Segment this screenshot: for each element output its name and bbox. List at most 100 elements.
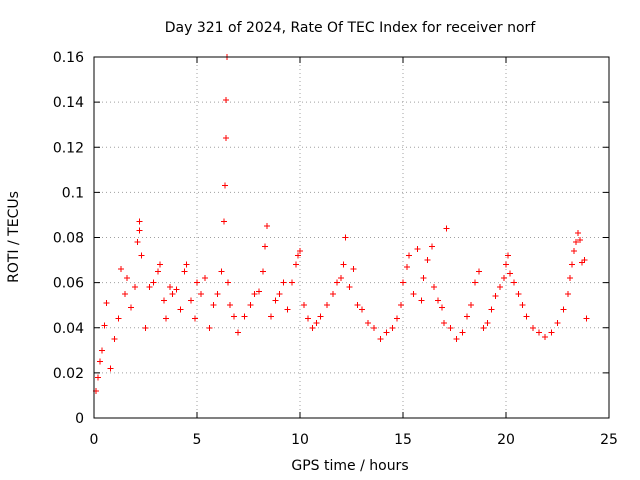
data-point	[169, 290, 176, 297]
data-point	[583, 315, 590, 322]
data-point	[453, 336, 460, 343]
data-point	[492, 293, 499, 300]
data-point	[354, 302, 361, 309]
y-tick-label: 0.02	[53, 366, 84, 382]
data-point	[134, 239, 141, 246]
data-point	[101, 322, 108, 329]
data-point	[463, 313, 470, 320]
data-point	[414, 245, 421, 252]
data-point	[400, 279, 406, 286]
data-point	[142, 324, 149, 331]
data-point	[323, 302, 330, 309]
data-point	[138, 252, 145, 259]
data-point	[163, 315, 170, 322]
data-point	[255, 288, 262, 295]
data-point	[206, 324, 213, 331]
data-point	[161, 297, 168, 304]
data-point	[97, 358, 104, 365]
data-point	[259, 268, 266, 275]
data-point	[210, 302, 217, 309]
data-point	[334, 279, 341, 286]
y-axis-label: ROTI / TECUs	[6, 191, 22, 283]
data-point	[507, 270, 514, 277]
data-point	[554, 320, 561, 327]
data-point	[467, 302, 474, 309]
data-point	[297, 248, 303, 255]
y-tick-label: 0	[75, 411, 84, 427]
data-point	[476, 268, 483, 275]
data-point	[264, 223, 271, 230]
grid-lines	[94, 57, 609, 418]
data-point	[317, 313, 324, 320]
data-point	[441, 320, 448, 327]
data-point	[568, 261, 575, 268]
data-point	[484, 320, 491, 327]
data-point	[406, 252, 413, 259]
data-point	[284, 306, 291, 313]
data-point	[329, 290, 336, 297]
data-point	[511, 279, 518, 286]
axis-ticks	[93, 56, 610, 419]
data-point	[577, 236, 584, 243]
data-point	[132, 284, 139, 291]
data-point	[439, 304, 446, 311]
data-point	[167, 284, 174, 291]
data-point	[364, 320, 371, 327]
data-point	[342, 234, 349, 241]
data-point	[472, 279, 479, 286]
data-point	[503, 261, 509, 268]
data-point	[123, 275, 130, 282]
data-point	[226, 302, 233, 309]
data-point	[358, 306, 365, 313]
data-point	[121, 290, 128, 297]
data-point	[128, 304, 135, 311]
y-tick-label: 0.14	[53, 95, 84, 111]
data-point	[107, 365, 114, 372]
data-point	[309, 324, 316, 331]
data-point	[428, 243, 435, 250]
data-point	[183, 261, 190, 268]
data-point	[340, 261, 347, 268]
data-point	[404, 263, 411, 270]
data-point	[480, 324, 487, 331]
data-point	[350, 266, 357, 273]
data-point	[221, 182, 228, 189]
data-point	[371, 324, 378, 331]
data-point	[268, 313, 275, 320]
data-point	[214, 290, 221, 297]
data-markers	[93, 54, 590, 394]
data-point	[156, 261, 163, 268]
data-point	[187, 297, 194, 304]
data-point	[447, 324, 454, 331]
chart-title: Day 321 of 2024, Rate Of TEC Index for r…	[165, 20, 537, 36]
data-point	[575, 229, 582, 236]
data-point	[383, 329, 390, 336]
data-point	[505, 252, 512, 259]
data-point	[424, 257, 431, 264]
x-axis-label: GPS time / hours	[291, 458, 408, 474]
data-point	[313, 320, 320, 327]
data-point	[288, 279, 295, 286]
data-point	[389, 324, 396, 331]
data-point	[515, 290, 522, 297]
x-tick-label: 25	[600, 432, 618, 448]
y-tick-labels: 0 0.02 0.04 0.06 0.08 0.1 0.12 0.14 0.16	[53, 50, 84, 427]
data-point	[443, 225, 450, 232]
x-tick-label: 0	[90, 432, 99, 448]
data-point	[410, 290, 417, 297]
data-point	[117, 266, 124, 273]
data-point	[235, 329, 242, 336]
data-point	[224, 279, 231, 286]
data-point	[305, 315, 312, 322]
y-tick-label: 0.16	[53, 50, 84, 66]
data-point	[420, 275, 427, 282]
x-tick-labels: 0 5 10 15 20 25	[90, 432, 618, 448]
data-point	[377, 336, 384, 343]
data-point	[570, 248, 577, 255]
data-point	[292, 261, 299, 268]
data-point	[564, 290, 571, 297]
data-point	[393, 315, 400, 322]
x-tick-label: 20	[497, 432, 515, 448]
data-point	[218, 268, 225, 275]
